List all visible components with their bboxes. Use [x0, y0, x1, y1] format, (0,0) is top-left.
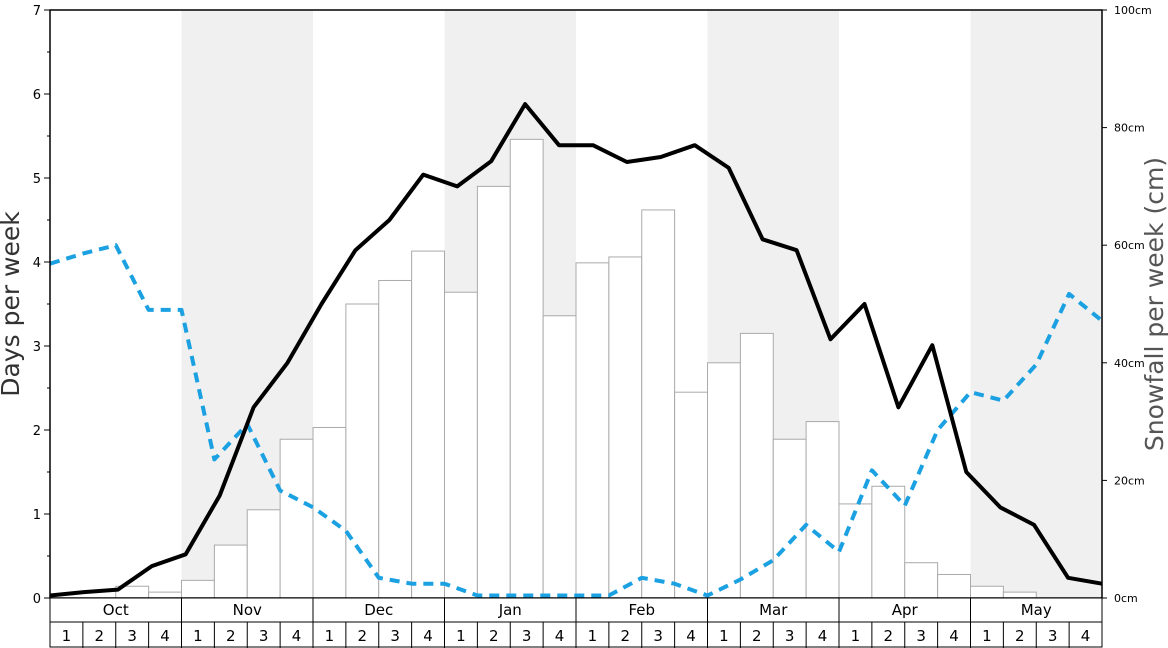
snowfall-bars	[115, 138, 1037, 599]
snowfall-bar	[838, 503, 873, 599]
snowfall-bar	[871, 485, 906, 599]
snowfall-bar	[444, 291, 478, 599]
right-axis: 0cm 20cm 40cm 60cm 80cm 100cm	[1102, 4, 1152, 605]
y-tick-label: 3	[33, 340, 41, 355]
y2-tick-label: 100cm	[1114, 4, 1152, 17]
snowfall-bar	[575, 262, 610, 599]
week-label: 1	[62, 627, 72, 645]
snowfall-bar	[772, 438, 807, 599]
snowfall-bar	[937, 573, 971, 599]
snowfall-bar	[213, 544, 248, 599]
y-tick-label: 7	[33, 4, 41, 19]
y2-tick-label: 40cm	[1114, 357, 1145, 370]
y2-tick-label: 20cm	[1114, 474, 1145, 487]
month-label: Nov	[233, 601, 262, 619]
y-tick-label: 2	[33, 424, 41, 439]
y-tick-label: 6	[33, 88, 41, 103]
week-label: 3	[653, 627, 663, 645]
month-label: May	[1021, 601, 1052, 619]
week-label: 3	[916, 627, 926, 645]
dashed-series-line	[49, 243, 1104, 598]
week-label: 1	[982, 627, 992, 645]
series-lines	[49, 102, 1104, 598]
y2-tick-label: 0cm	[1114, 592, 1138, 605]
snowfall-bar	[739, 332, 774, 599]
week-label: 4	[818, 627, 828, 645]
snowfall-bar	[805, 421, 840, 599]
snowfall-bar	[148, 591, 182, 599]
week-label: 3	[522, 627, 532, 645]
snowfall-bar	[509, 138, 544, 599]
snowfall-bar	[476, 185, 511, 599]
y2-tick-label: 80cm	[1114, 122, 1145, 135]
month-label: Feb	[628, 601, 655, 619]
snowfall-bar	[542, 315, 577, 599]
snowfall-bar	[181, 579, 215, 599]
week-label: 1	[719, 627, 729, 645]
y-tick-label: 0	[33, 592, 41, 607]
snowfall-bar	[279, 438, 314, 599]
solid-series-line	[49, 102, 1103, 598]
week-label: 3	[785, 627, 795, 645]
week-label: 2	[1015, 627, 1025, 645]
week-label: 1	[456, 627, 466, 645]
month-label: Mar	[759, 601, 788, 619]
week-label: 1	[851, 627, 861, 645]
snowfall-bar	[707, 362, 741, 599]
month-label: Apr	[892, 601, 919, 619]
week-label: 2	[489, 627, 499, 645]
y2-axis-label: Snowfall per week (cm)	[1140, 157, 1168, 451]
snowfall-bar	[904, 562, 939, 599]
y-axis-label: Days per week	[0, 211, 25, 397]
week-label: 2	[884, 627, 894, 645]
month-label: Oct	[103, 601, 129, 619]
y-tick-label: 5	[33, 172, 41, 187]
snowfall-bar	[411, 250, 445, 599]
week-label: 3	[390, 627, 400, 645]
week-label: 2	[358, 627, 368, 645]
week-label: 2	[621, 627, 631, 645]
week-label: 4	[949, 627, 959, 645]
week-label: 1	[325, 627, 335, 645]
snowfall-bar	[608, 256, 643, 599]
week-label: 4	[423, 627, 433, 645]
week-label: 4	[292, 627, 302, 645]
week-label: 4	[555, 627, 565, 645]
month-label: Jan	[498, 601, 522, 619]
y2-tick-label: 60cm	[1114, 239, 1145, 252]
week-label: 3	[127, 627, 137, 645]
month-axis: Oct Nov Dec Jan Feb Mar Apr May	[49, 597, 1103, 623]
week-label: 1	[193, 627, 203, 645]
week-label: 3	[259, 627, 269, 645]
month-label: Dec	[364, 601, 393, 619]
week-label: 4	[1081, 627, 1091, 645]
week-label: 2	[226, 627, 236, 645]
snowfall-bar	[246, 509, 281, 599]
snowfall-bar	[378, 279, 413, 599]
snowfall-bar	[970, 585, 1004, 599]
y-tick-label: 4	[33, 256, 41, 271]
snowfall-bar	[674, 391, 708, 599]
snowfall-bar	[1002, 591, 1037, 599]
week-label: 2	[95, 627, 105, 645]
week-label: 4	[686, 627, 696, 645]
week-label: 2	[752, 627, 762, 645]
week-axis: 1 2 3 4 1 2 3 4 1 2 3 4 1 2 3 4 1 2 3 4 1 2 3 4 1 2 3 4 1 2 3 4	[49, 621, 1103, 648]
week-label: 4	[160, 627, 170, 645]
snowfall-bar	[345, 303, 380, 599]
left-axis: 0 1 2 3 4 5 6 7	[33, 4, 50, 607]
week-label: 3	[1048, 627, 1058, 645]
y-tick-label: 1	[33, 508, 41, 523]
week-label: 1	[588, 627, 598, 645]
snowfall-bar	[641, 209, 676, 599]
